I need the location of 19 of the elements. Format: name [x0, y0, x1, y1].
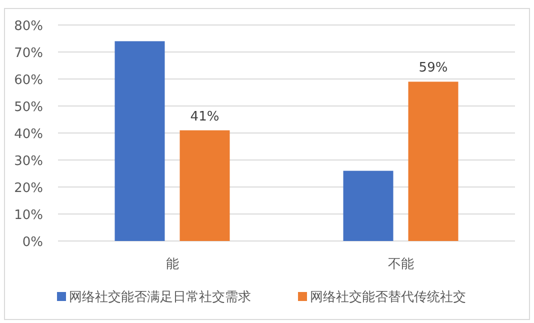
y-tick-label: 80%: [14, 19, 43, 34]
bar: [408, 82, 458, 241]
data-label: 59%: [418, 60, 448, 76]
y-tick-label: 0%: [22, 235, 43, 250]
y-tick-label: 50%: [14, 100, 43, 115]
x-tick-label: 能: [166, 257, 179, 272]
x-tick-label: 不能: [388, 257, 414, 272]
y-tick-label: 20%: [14, 181, 43, 196]
bar: [180, 130, 230, 241]
bar: [114, 41, 165, 241]
legend-label: 网络社交能否满足日常社交需求: [69, 289, 251, 305]
bar: [343, 170, 394, 241]
y-tick-label: 10%: [14, 208, 43, 223]
y-tick-label: 30%: [14, 154, 43, 169]
data-label: 41%: [190, 109, 220, 124]
legend-label: 网络社交能否替代传统社交: [310, 289, 466, 305]
y-tick-label: 40%: [14, 127, 43, 142]
y-tick-label: 60%: [14, 73, 43, 88]
y-tick-label: 70%: [14, 46, 43, 61]
